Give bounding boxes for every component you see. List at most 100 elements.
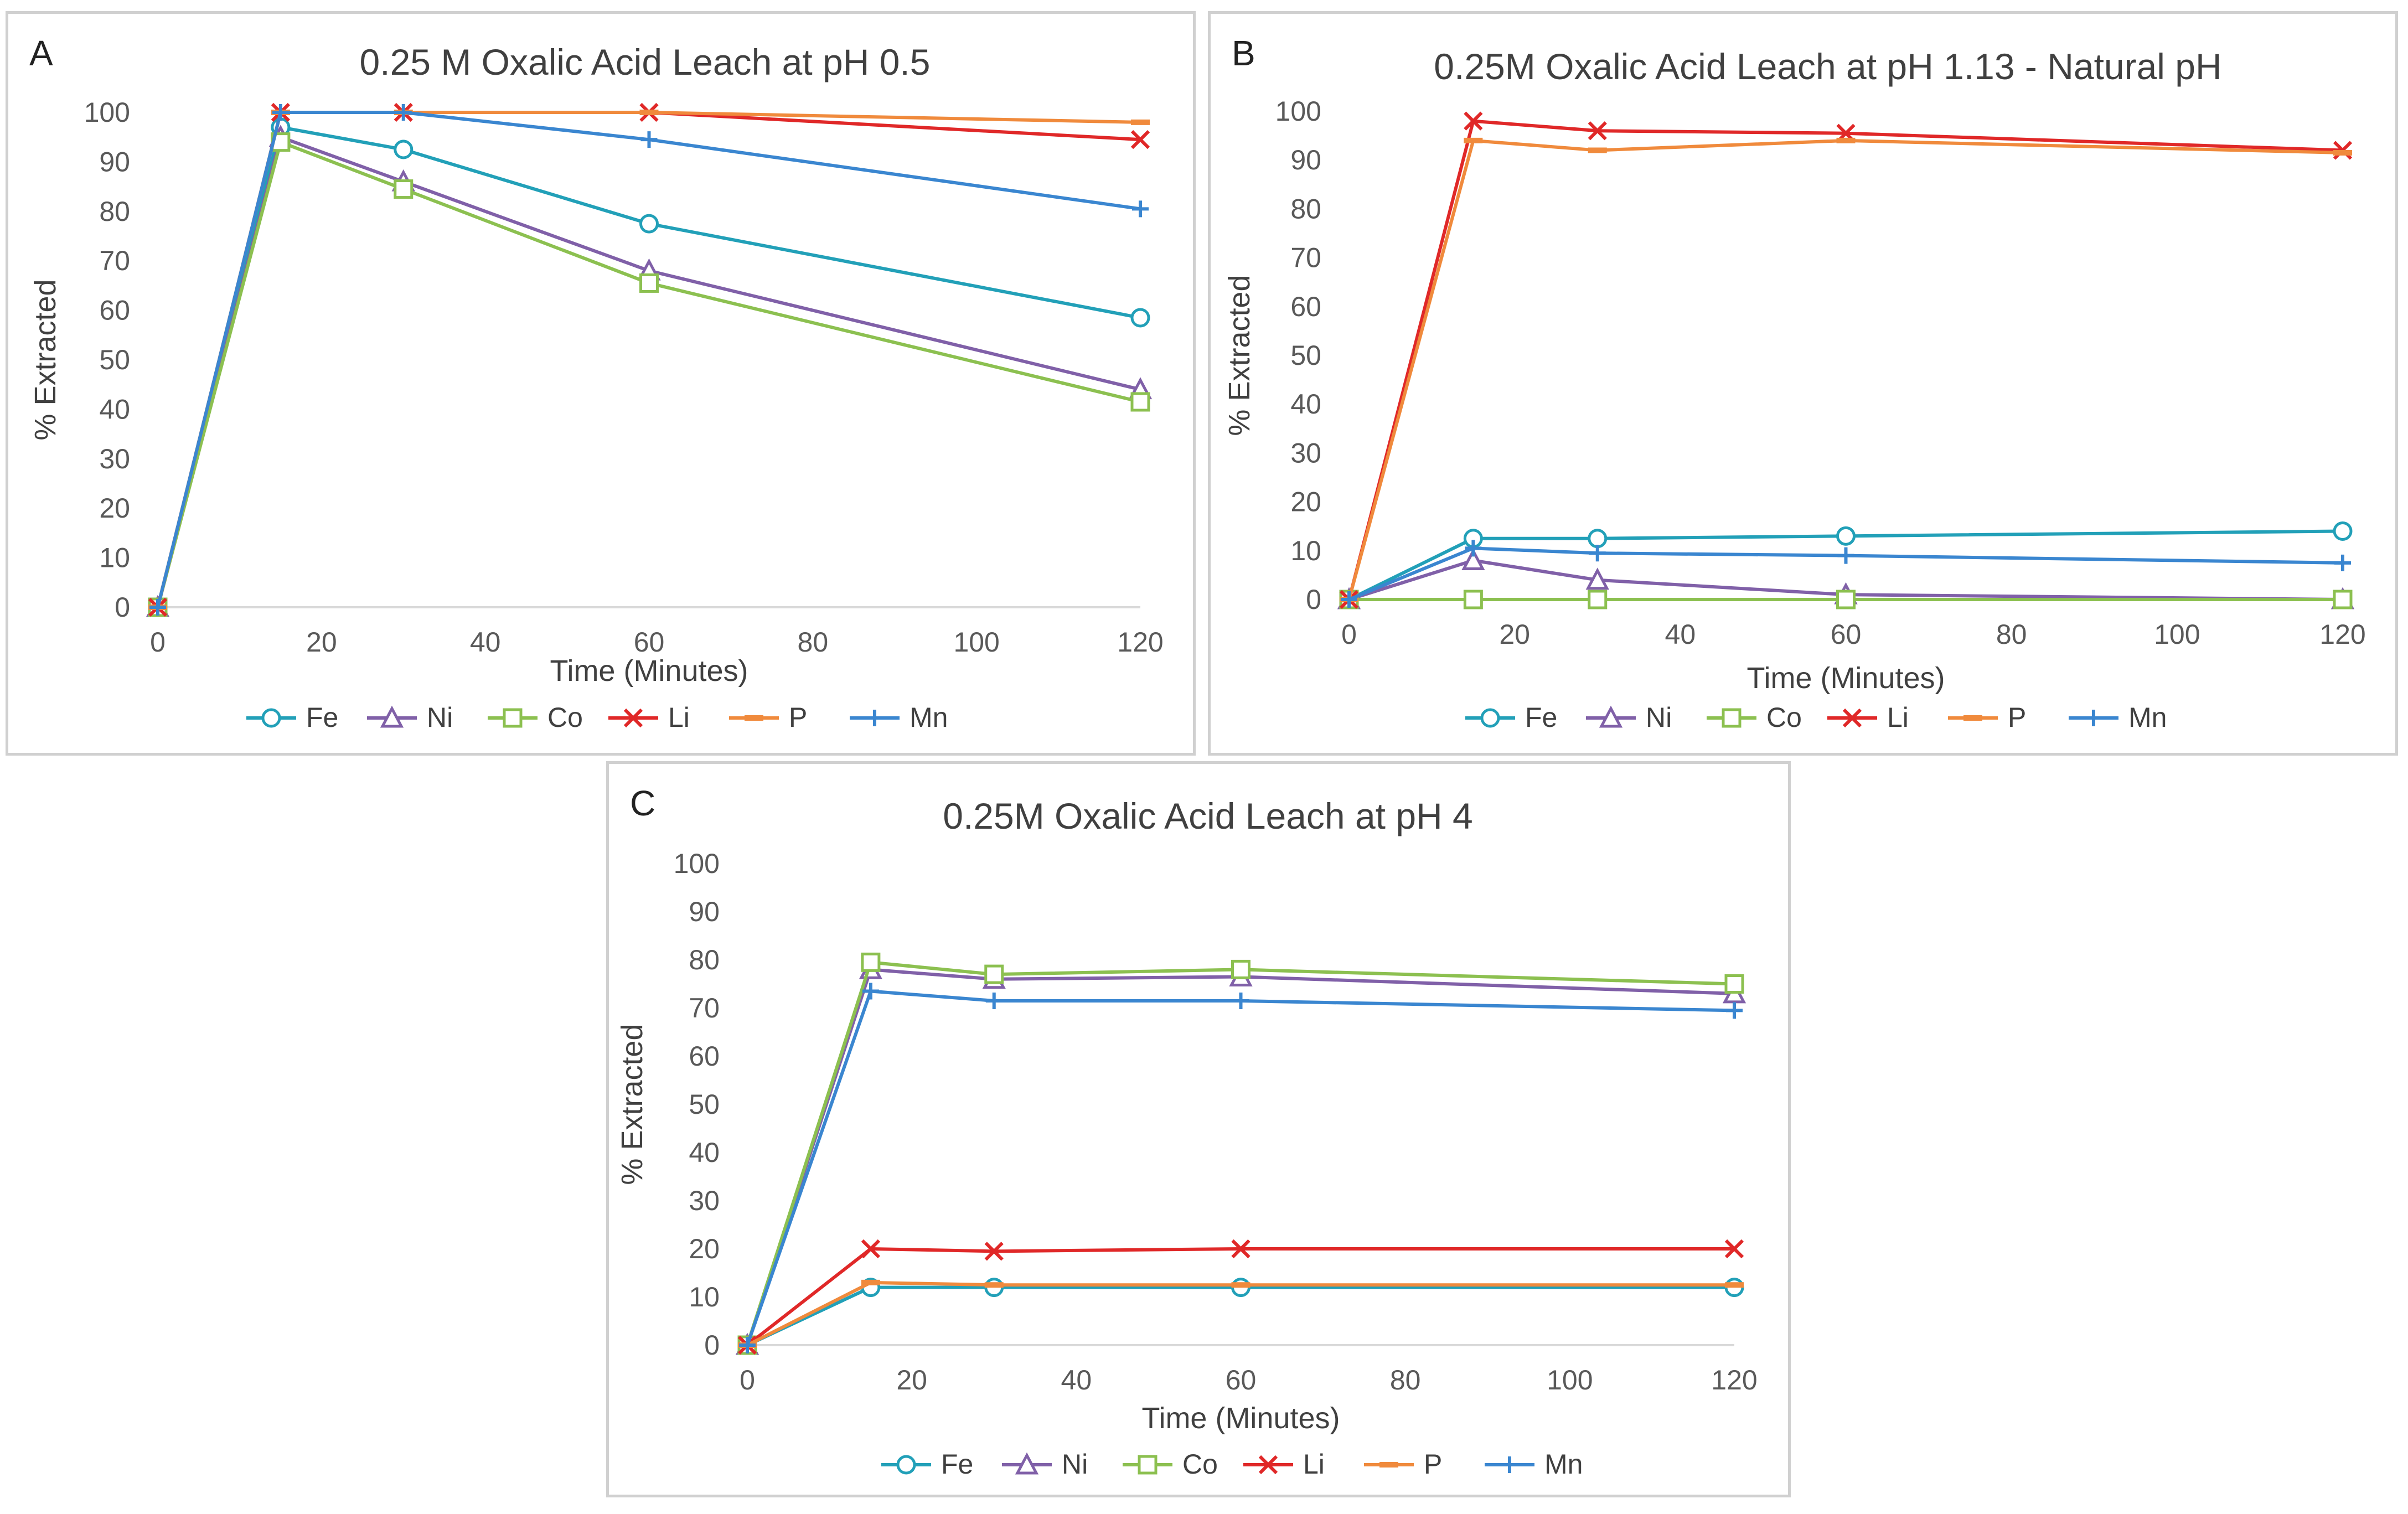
data-point	[984, 1242, 1004, 1261]
x-tick-label: 120	[1117, 627, 1163, 658]
legend-item-p: P	[729, 702, 807, 733]
chart-panel-a: A 0.25 M Oxalic Acid Leach at pH 0.5 0 10 2…	[6, 11, 1196, 756]
legend-item-co: Co	[488, 702, 583, 733]
y-tick-label: 100	[674, 848, 720, 879]
series-line	[156, 135, 1141, 608]
y-axis-label: % Extracted	[29, 279, 62, 440]
panel-letter: B	[1232, 33, 1255, 73]
data-point	[862, 983, 879, 1000]
legend-item-ni: Ni	[367, 702, 453, 733]
data-point	[1724, 974, 1744, 994]
data-point	[1463, 590, 1483, 609]
chart-title: 0.25M Oxalic Acid Leach at pH 4	[943, 795, 1473, 836]
legend-label: Ni	[427, 702, 453, 733]
legend-label: Ni	[1646, 702, 1672, 733]
data-point	[1341, 591, 1357, 608]
data-point	[1130, 130, 1150, 149]
legend-label: Fe	[1525, 702, 1557, 733]
data-point	[1836, 526, 1856, 546]
y-tick-label: 90	[99, 146, 130, 177]
chart-title: 0.25M Oxalic Acid Leach at pH 1.13 - Nat…	[1434, 46, 2221, 87]
series-fe	[737, 1278, 1744, 1355]
y-tick-label: 30	[689, 1185, 720, 1216]
y-tick-label: 10	[99, 542, 130, 573]
series-co	[148, 132, 1150, 617]
data-point	[2333, 590, 2353, 609]
y-tick-label: 60	[1290, 291, 1321, 322]
legend-item-mn: Mn	[1485, 1449, 1583, 1480]
data-point	[1465, 540, 1482, 557]
legend-marker	[2085, 710, 2102, 726]
x-axis-label: Time (Minutes)	[550, 654, 748, 688]
y-tick-label: 100	[84, 97, 130, 128]
legend-label: Fe	[941, 1449, 973, 1480]
y-tick-label: 50	[99, 344, 130, 375]
legend-label: P	[2008, 702, 2026, 733]
data-point	[984, 964, 1004, 984]
legend-item-ni: Ni	[1586, 702, 1672, 733]
y-tick-label: 10	[1290, 535, 1321, 566]
legend-marker	[503, 708, 523, 728]
legend-marker	[1258, 1455, 1278, 1475]
y-tick-label: 20	[689, 1233, 720, 1264]
panel-letter: C	[630, 783, 656, 823]
x-tick-label: 60	[1226, 1365, 1257, 1396]
legend-label: Mn	[2128, 702, 2167, 733]
data-point	[640, 131, 658, 148]
legend-marker	[896, 1455, 916, 1475]
data-point	[1837, 547, 1854, 564]
legend-item-ni: Ni	[1002, 1449, 1088, 1480]
legend-marker	[1842, 708, 1862, 728]
data-point	[1232, 992, 1249, 1009]
chart-panel-c: C 0.25M Oxalic Acid Leach at pH 4 0 10 20 30…	[606, 761, 1791, 1497]
data-point	[2333, 521, 2353, 541]
data-point	[272, 104, 289, 121]
y-tick-label: 70	[689, 993, 720, 1024]
y-axis-label: % Extracted	[1223, 275, 1256, 436]
legend-marker	[1015, 1452, 1039, 1475]
chart-panel-b: B 0.25M Oxalic Acid Leach at pH 1.13 - N…	[1208, 11, 2398, 756]
data-point	[639, 273, 659, 293]
y-tick-label: 40	[1290, 389, 1321, 420]
legend-marker	[866, 710, 883, 726]
x-tick-label: 20	[896, 1365, 927, 1396]
legend-label: P	[789, 702, 807, 733]
legend-label: Li	[668, 702, 690, 733]
legend-label: Li	[1303, 1449, 1325, 1480]
y-tick-label: 20	[99, 493, 130, 524]
data-point	[1589, 545, 1606, 562]
y-tick-label: 0	[704, 1330, 720, 1361]
legend-label: Li	[1887, 702, 1909, 733]
legend-item-fe: Fe	[881, 1449, 973, 1480]
y-tick-label: 80	[99, 196, 130, 227]
legend-label: Ni	[1062, 1449, 1088, 1480]
y-tick-label: 90	[689, 896, 720, 927]
data-point	[1588, 529, 1608, 549]
x-tick-label: 0	[150, 627, 166, 658]
legend-item-mn: Mn	[850, 702, 948, 733]
x-tick-label: 60	[1831, 619, 1862, 650]
panel-letter: A	[29, 33, 53, 73]
data-point	[985, 992, 1003, 1009]
data-point	[861, 952, 881, 972]
data-point	[395, 104, 412, 121]
series-p	[148, 110, 1150, 610]
legend-label: Co	[547, 702, 583, 733]
x-tick-label: 20	[1499, 619, 1530, 650]
chart-a: 0.25 M Oxalic Acid Leach at pH 0.5 0 10 20 3…	[29, 42, 1164, 733]
data-point	[1836, 590, 1856, 609]
x-tick-label: 100	[2154, 619, 2200, 650]
y-tick-label: 60	[689, 1041, 720, 1072]
data-point	[1726, 1002, 1743, 1019]
x-tick-label: 120	[2319, 619, 2365, 650]
legend-marker	[1480, 708, 1500, 728]
y-tick-label: 70	[99, 245, 130, 276]
x-tick-label: 60	[634, 627, 665, 658]
legend-label: Mn	[910, 702, 948, 733]
series-li	[148, 102, 1150, 617]
data-point	[1461, 548, 1485, 570]
y-tick-label: 90	[1290, 144, 1321, 175]
y-tick-label: 100	[1275, 96, 1321, 127]
data-point	[1130, 308, 1150, 328]
data-point	[1585, 567, 1609, 590]
